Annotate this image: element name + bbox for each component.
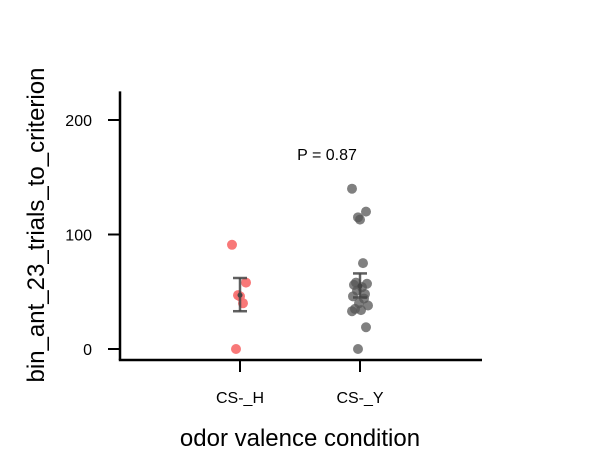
data-point	[358, 258, 368, 269]
data-points	[227, 183, 373, 354]
y-axis-label: bin_ant_23_trials_to_criterion	[23, 68, 50, 383]
p-value-annotation: P = 0.87	[297, 147, 357, 164]
y-tick-label: 100	[65, 228, 92, 245]
data-point	[231, 344, 241, 354]
data-point	[355, 214, 365, 225]
x-tick-label: CS-_H	[216, 390, 264, 407]
data-point	[347, 183, 357, 194]
data-point	[361, 206, 371, 217]
data-point	[227, 239, 237, 250]
mean-marker	[357, 283, 363, 289]
y-tick-label: 0	[83, 342, 92, 359]
data-point	[347, 306, 357, 317]
x-tick-label: CS-_Y	[336, 390, 383, 407]
mean-marker	[237, 292, 243, 298]
axes: 0 100 200 CS-_H CS-_Y	[65, 91, 482, 407]
data-point	[241, 277, 251, 288]
data-point	[361, 322, 371, 333]
data-point	[353, 344, 363, 354]
x-axis-label: odor valence condition	[180, 425, 420, 450]
error-bars	[233, 272, 367, 313]
data-point	[356, 305, 366, 316]
y-tick-label: 200	[65, 113, 92, 130]
